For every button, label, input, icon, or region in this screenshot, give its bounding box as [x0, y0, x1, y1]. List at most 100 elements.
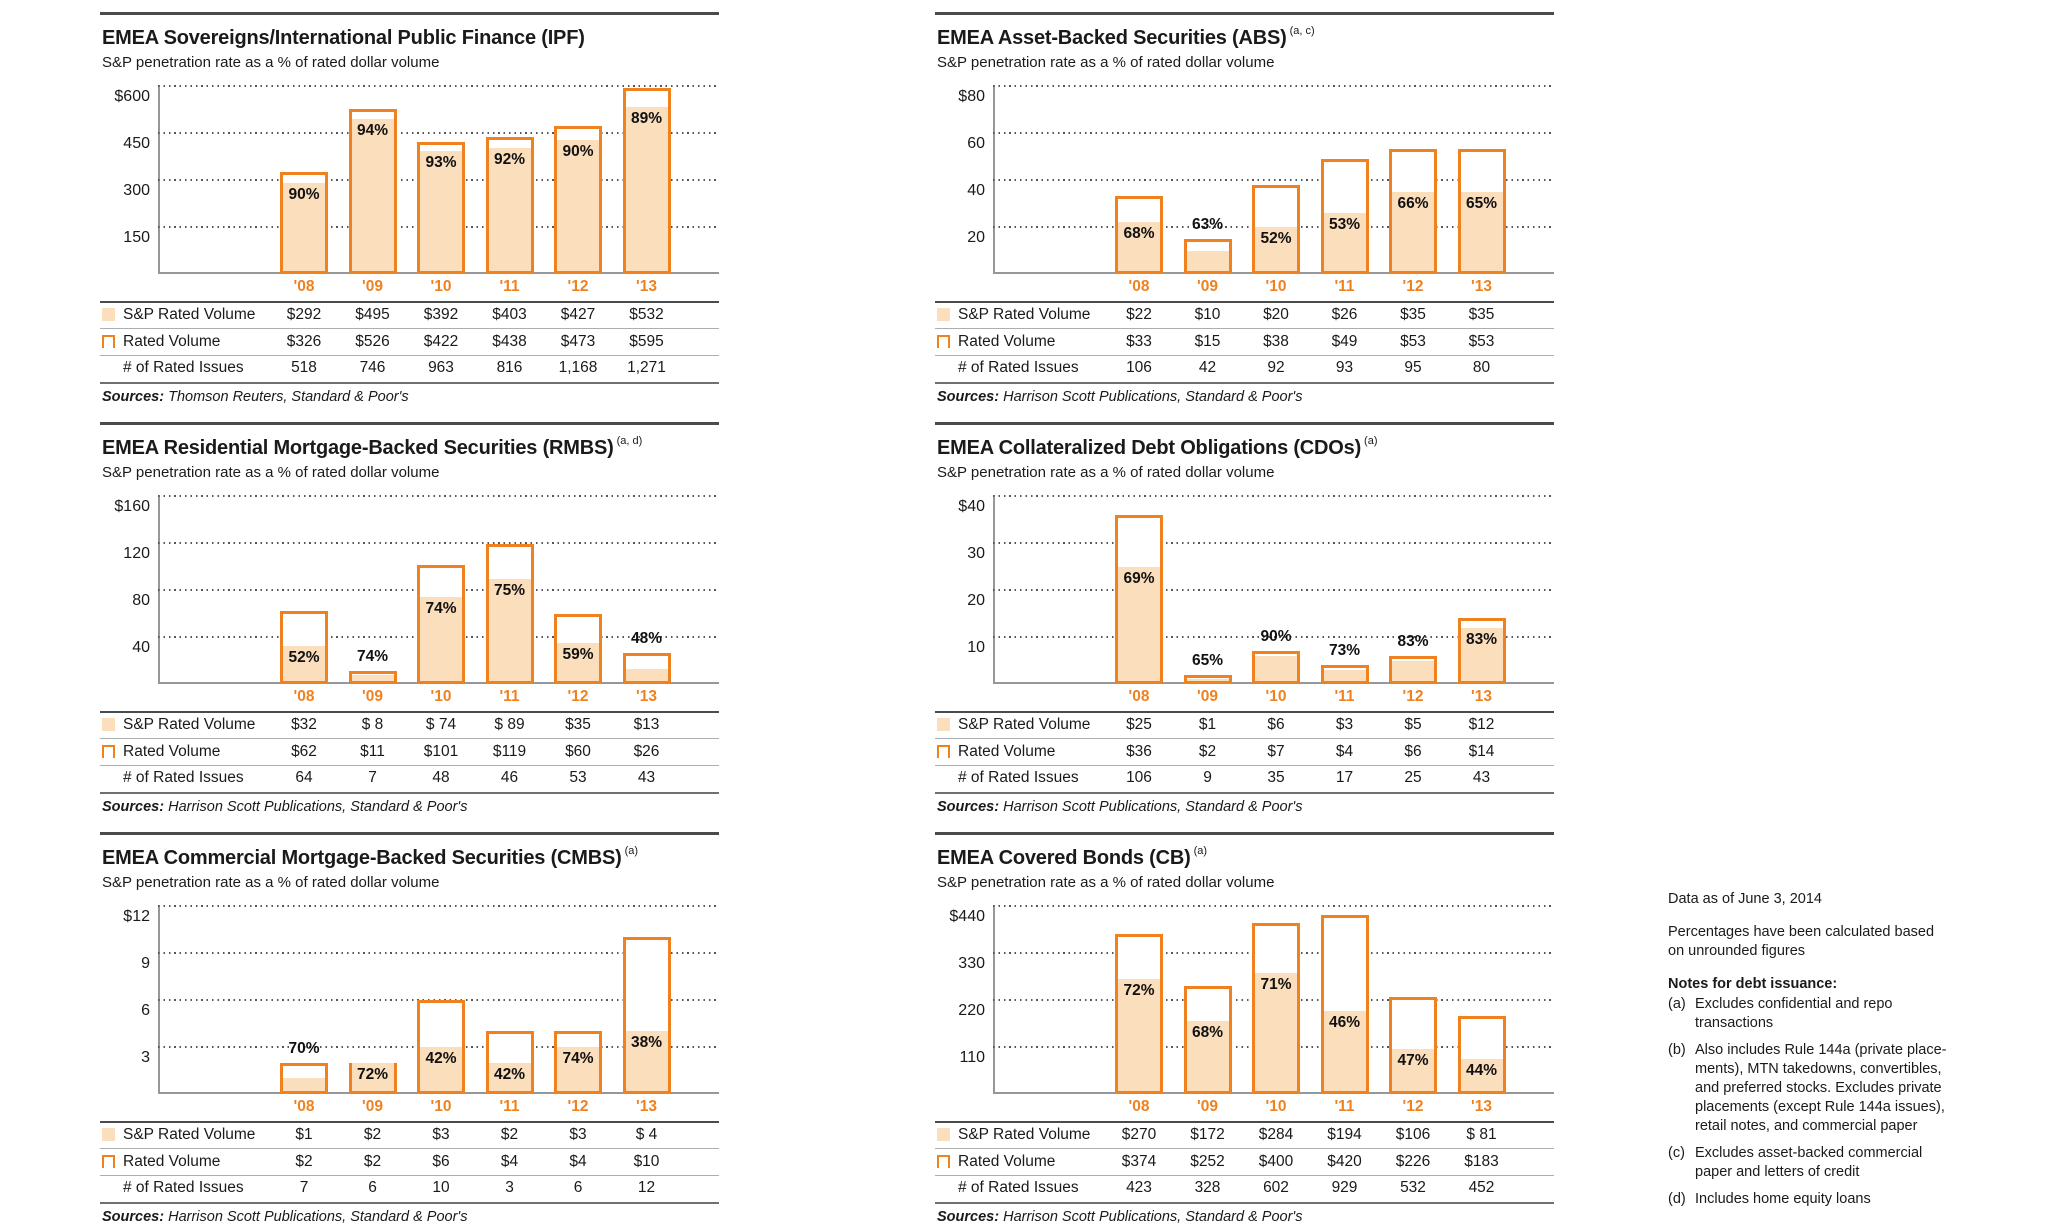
- table-row-label: S&P Rated Volume: [958, 716, 1091, 733]
- table-cell: $119: [492, 743, 527, 760]
- bar-rated-volume: [1457, 618, 1506, 684]
- gridline: [993, 179, 1554, 181]
- table-cell: $2: [500, 1126, 519, 1143]
- table-rule: [100, 1175, 719, 1176]
- bar-snp-fill: [283, 646, 325, 681]
- pct-label: 70%: [288, 1039, 320, 1057]
- bar-snp-fill: [1392, 191, 1434, 271]
- table-cell: $26: [1331, 306, 1358, 323]
- table-cell: $326: [286, 333, 322, 350]
- table-cell: $11: [360, 743, 385, 760]
- year-tick-label: '08: [1128, 1098, 1150, 1115]
- pct-label: 92%: [493, 150, 526, 168]
- bar-snp-fill: [625, 668, 668, 681]
- pct-label: 89%: [630, 110, 663, 128]
- table-cell: $15: [1194, 333, 1221, 350]
- gridline: [993, 636, 1554, 638]
- table-cell: 929: [1331, 1179, 1358, 1196]
- note-item-c: (c) Excludes asset-backed commercial pap…: [1668, 1144, 2028, 1182]
- table-cell: 64: [295, 769, 313, 786]
- table-rule: [935, 301, 1554, 303]
- table-cell: $526: [355, 333, 390, 350]
- bar-snp-fill: [557, 140, 599, 271]
- table-rule: [935, 328, 1554, 329]
- table-cell: 106: [1126, 359, 1152, 376]
- pct-label: 38%: [630, 1034, 663, 1052]
- table-cell: $106: [1395, 1126, 1431, 1143]
- table-cell: $400: [1258, 1153, 1294, 1170]
- table-row-label: S&P Rated Volume: [123, 306, 256, 323]
- bar-rated-volume: [348, 671, 397, 684]
- table-row-label: Rated Volume: [958, 743, 1056, 760]
- gridline: [993, 85, 1554, 87]
- pct-label: 72%: [1123, 981, 1155, 999]
- legend-swatch-snp-rated-volume: [102, 1128, 115, 1141]
- sources-label: Sources:: [937, 389, 1000, 405]
- chart-title-note: (a, d): [616, 435, 643, 448]
- table-cell: $26: [633, 743, 660, 760]
- chart-panel-5: EMEA Commercial Mortgage-Backed Securiti…: [100, 832, 719, 1228]
- bar-rated-volume: [554, 1031, 602, 1094]
- bar-snp-fill: [1392, 660, 1434, 681]
- sources-label: Sources:: [937, 1209, 1000, 1225]
- table-cell: $49: [1331, 333, 1358, 350]
- sources-line: Sources: Harrison Scott Publications, St…: [937, 799, 1302, 815]
- y-tick-label: $600: [114, 88, 150, 105]
- gridline: [158, 542, 719, 544]
- table-rule: [100, 328, 719, 329]
- table-cell: $403: [492, 306, 527, 323]
- sources-text: Harrison Scott Publications, Standard & …: [168, 1209, 468, 1225]
- pct-label: 83%: [1465, 630, 1498, 648]
- chart-title: EMEA Commercial Mortgage-Backed Securiti…: [102, 845, 638, 870]
- table-rule: [935, 765, 1554, 766]
- pct-label: 72%: [356, 1065, 389, 1083]
- pct-label: 73%: [1328, 642, 1361, 660]
- y-tick-label: 9: [141, 955, 150, 972]
- bar-rated-volume: [554, 125, 602, 274]
- gridline: [158, 132, 719, 134]
- bar-rated-volume: [622, 937, 671, 1094]
- chart-subtitle: S&P penetration rate as a % of rated dol…: [102, 464, 440, 481]
- pct-label: 68%: [1123, 225, 1155, 243]
- year-tick-label: '09: [1197, 278, 1218, 295]
- panel-top-rule: [100, 422, 719, 425]
- table-cell: $25: [1126, 716, 1152, 733]
- pct-label: 69%: [1123, 569, 1155, 587]
- chart-title-note: (a): [1193, 845, 1208, 858]
- year-tick-label: '13: [1471, 1098, 1492, 1115]
- bar-snp-fill: [1323, 1011, 1366, 1091]
- calculation-note: Percentages have been calculated based o…: [1668, 924, 1935, 959]
- note-item-d: (d) Includes home equity loans: [1668, 1190, 2028, 1209]
- bar-snp-fill: [1255, 972, 1297, 1091]
- bar-rated-volume: [485, 544, 534, 684]
- table-row-label: # of Rated Issues: [958, 359, 1079, 376]
- table-cell: $595: [629, 333, 664, 350]
- table-cell: $532: [629, 306, 664, 323]
- note-label: (d): [1668, 1191, 1686, 1207]
- chart-title-note: (a, c): [1289, 25, 1315, 38]
- panel-top-rule: [935, 12, 1554, 15]
- year-tick-label: '13: [636, 688, 657, 705]
- bar-snp-fill: [1186, 1020, 1229, 1091]
- bar-snp-fill: [625, 107, 668, 271]
- sources-label: Sources:: [937, 799, 1000, 815]
- panel-top-rule: [935, 832, 1554, 835]
- bar-rated-volume: [280, 171, 328, 274]
- year-tick-label: '10: [1265, 278, 1287, 295]
- bar-rated-volume: [1457, 149, 1506, 274]
- pct-label: 66%: [1397, 194, 1429, 212]
- note-label: (c): [1668, 1145, 1685, 1161]
- table-cell: 518: [291, 359, 317, 376]
- bar-plot: $600 450 300 150 90% 94% 93% 92% 90% 89%: [100, 85, 719, 274]
- chart-title: EMEA Collateralized Debt Obligations (CD…: [937, 435, 1378, 460]
- table-cell: $438: [492, 333, 527, 350]
- year-tick-label: '11: [1334, 688, 1355, 705]
- bar-snp-fill: [1255, 227, 1297, 271]
- pct-label: 52%: [288, 649, 320, 667]
- table-cell: $3: [569, 1126, 587, 1143]
- table-cell: 43: [1472, 769, 1491, 786]
- chart-title: EMEA Residential Mortgage-Backed Securit…: [102, 435, 643, 460]
- table-cell: 1,271: [627, 359, 666, 376]
- table-cell: 25: [1404, 769, 1422, 786]
